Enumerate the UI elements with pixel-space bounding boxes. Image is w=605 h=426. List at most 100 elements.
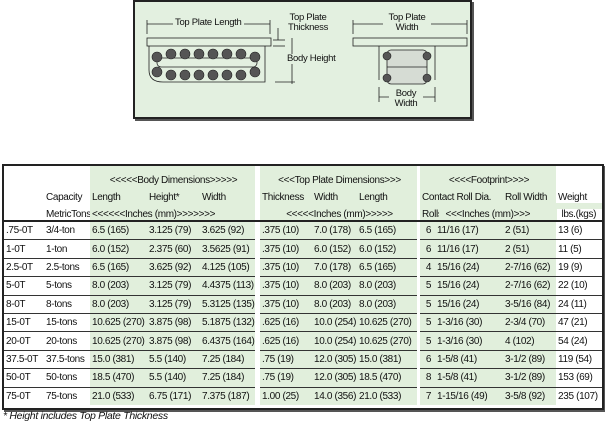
cell-roll-width: 4 (102) <box>503 331 557 351</box>
weight-units-header: lbs.(kgs) <box>557 209 603 219</box>
cell-height: 3.875 (98) <box>147 331 200 351</box>
cell-roll-width: 2 (51) <box>503 221 557 241</box>
cell-tp-width: 8.0 (203) <box>312 276 357 296</box>
cell-weight: 11 (5) <box>556 239 603 259</box>
body-width-label: Body Width <box>389 89 423 109</box>
cell-height: 5.5 (140) <box>147 368 200 388</box>
contact-roll-dia-header: Contact Roll Dia. <box>420 186 504 203</box>
column-gap <box>255 239 260 259</box>
cell-model: 15-0T <box>4 313 44 333</box>
cell-width: 3.625 (92) <box>200 221 255 241</box>
cell-capacity: 20-tons <box>44 331 90 351</box>
cell-rolls: 7 <box>420 387 436 405</box>
tp-width-header: Width <box>312 186 357 203</box>
column-gap <box>255 387 260 405</box>
cell-tp-width: 12.0 (305) <box>312 350 357 370</box>
body-dimensions-group-header: <<<<<Body Dimensions>>>>> <box>90 166 255 186</box>
roll-dia-header: Roll Dia. <box>456 192 492 203</box>
cell-length: 18.5 (470) <box>90 368 147 388</box>
cell-model: 50-0T <box>4 368 44 388</box>
cell-weight: 19 (9) <box>556 258 603 278</box>
cell-tp-length: 18.5 (470) <box>357 368 418 388</box>
cell-tp-width: 10.0 (254) <box>312 313 357 333</box>
cell-height: 3.125 (79) <box>147 276 200 296</box>
cell-tp-length: 6.5 (165) <box>357 221 418 241</box>
column-gap <box>417 350 421 369</box>
cell-weight: 24 (11) <box>556 295 603 314</box>
table-row: 75-0T 75-tons 21.0 (533) 6.75 (171) 7.375 (1… <box>4 387 602 405</box>
cell-rolls: 5 <box>420 276 436 296</box>
column-gap <box>255 331 260 351</box>
column-gap <box>417 239 421 259</box>
cell-model: 1-0T <box>4 239 44 259</box>
table-row: 50-0T 50-tons 18.5 (470) 5.5 (140) 7.25 (184… <box>4 368 603 388</box>
cell-capacity: 75-tons <box>46 390 77 402</box>
cell-height: 3.125 (79) <box>147 295 200 314</box>
footprint-group-header: <<<<Footprint>>>> <box>420 166 557 186</box>
cell-roll-width: 2-3/4 (70) <box>503 313 557 333</box>
cell-width: 4.4375 (113) <box>200 276 255 296</box>
cell-thickness: .75 (19) <box>260 368 312 388</box>
width-header: Width <box>200 186 255 203</box>
cell-capacity: 5-tons <box>44 276 90 296</box>
cell-length: 6.5 (165) <box>90 221 147 241</box>
cell-length: 10.625 (270) <box>90 313 147 333</box>
cell-rolls: 5 <box>420 331 436 351</box>
column-gap <box>417 276 421 296</box>
cell-height: 3.875 (98) <box>147 313 200 333</box>
top-plate-width-label: Top Plate Width <box>383 13 431 33</box>
cell-tp-length: 8.0 (203) <box>357 276 418 296</box>
cell-width: 5.3125 (135) <box>200 295 255 314</box>
contact-header: Contact <box>422 192 455 203</box>
height-header: Height* <box>147 186 200 203</box>
column-gap <box>255 313 260 332</box>
column-gap <box>417 258 421 277</box>
cell-thickness: 1.00 (25) <box>260 387 312 405</box>
cell-weight: 119 (54) <box>556 350 603 370</box>
cell-capacity: 2.5-tons <box>44 258 90 278</box>
cell-capacity: 3/4-ton <box>44 221 90 241</box>
cell-capacity: 50-tons <box>44 368 90 388</box>
cell-roll-dia: 15/16 (24) <box>435 295 504 314</box>
column-gap <box>255 258 260 277</box>
cell-model: 37.5-0T <box>4 350 44 370</box>
cell-roll-dia: 11/16 (17) <box>435 239 504 259</box>
weight-header: Weight <box>558 192 587 203</box>
rolls-header: Rolls <box>422 209 443 220</box>
cell-width: 3.5625 (91) <box>200 239 255 259</box>
table-row: 15-0T 15-tons 10.625 (270) 3.875 (98) 5.1875… <box>4 313 603 333</box>
cell-tp-length: 15.0 (381) <box>357 350 418 370</box>
cell-thickness: .375 (10) <box>260 276 312 296</box>
column-gap <box>255 350 260 369</box>
cell-weight: 22 (10) <box>556 276 603 296</box>
cell-roll-width: 3-5/8 (92) <box>503 387 557 405</box>
cell-thickness: .625 (16) <box>260 313 312 333</box>
cell-length: 8.0 (203) <box>90 276 147 296</box>
cell-model: 5-0T <box>4 276 44 296</box>
cell-roll-dia: 15/16 (24) <box>435 258 504 278</box>
cell-roll-width: 3-1/2 (89) <box>503 368 557 388</box>
roll-width-header: Roll Width <box>503 186 557 203</box>
cell-height: 3.125 (79) <box>147 221 200 241</box>
cell-roll-width: 2-7/16 (62) <box>503 276 557 296</box>
cell-roll-width: 2 (51) <box>503 239 557 259</box>
cell-roll-dia: 1-5/8 (41) <box>435 368 504 388</box>
column-gap <box>255 221 260 240</box>
body-units-header: <<<<<<Inches (mm)>>>>>>> <box>90 203 255 222</box>
column-gap <box>255 368 260 388</box>
table-row: 37.5-0T 37.5-tons 15.0 (381) 5.5 (140) 7.25 … <box>4 350 603 370</box>
cell-tp-length: 21.0 (533) <box>357 387 418 405</box>
cell-width: 7.25 (184) <box>200 368 255 388</box>
cell-weight: 13 (6) <box>556 221 603 241</box>
cell-length: 8.0 (203) <box>90 295 147 314</box>
cell-roll-dia: 1-5/8 (41) <box>435 350 504 370</box>
top-plate-units-header: <<<<<Inches (mm)>>>>> <box>260 203 418 222</box>
cell-model: 20-0T <box>4 331 44 351</box>
column-gap <box>255 276 260 296</box>
top-plate-group-header: <<<Top Plate Dimensions>>> <box>260 166 418 186</box>
cell-tp-width: 6.0 (152) <box>312 239 357 259</box>
length-header: Length <box>90 186 147 203</box>
cell-tp-width: 14.0 (356) <box>312 387 357 405</box>
cell-tp-length: 6.5 (165) <box>357 258 418 278</box>
cell-rolls: 6 <box>420 239 436 259</box>
